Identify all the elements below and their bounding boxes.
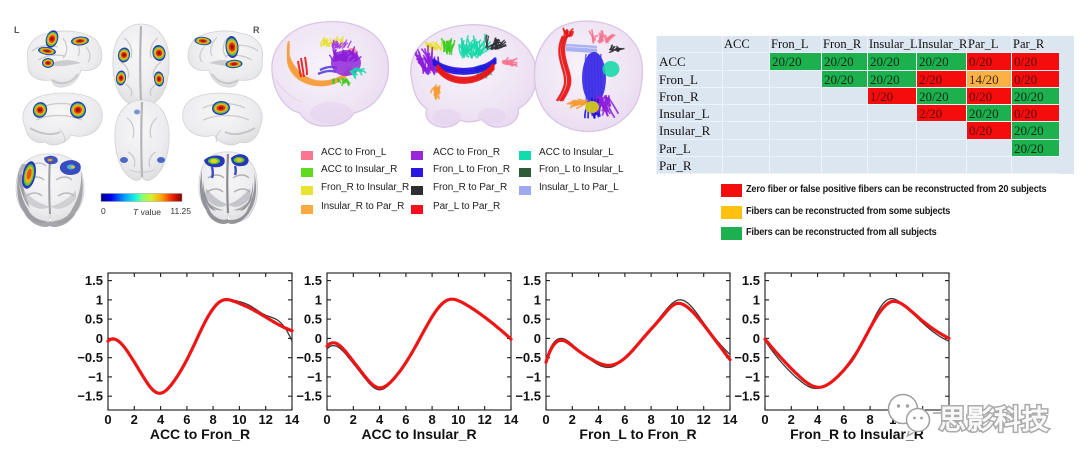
- svg-text:0: 0: [534, 331, 541, 346]
- svg-text:6: 6: [183, 412, 190, 427]
- svg-text:10: 10: [232, 412, 246, 427]
- svg-text:Fron_R to Insular_R: Fron_R to Insular_R: [790, 426, 924, 442]
- svg-text:12: 12: [477, 412, 491, 427]
- svg-text:4: 4: [595, 412, 603, 427]
- svg-text:−1.5: −1.5: [77, 389, 103, 404]
- svg-text:−1.5: −1.5: [296, 389, 322, 404]
- svg-text:6: 6: [402, 412, 409, 427]
- svg-text:4: 4: [376, 412, 384, 427]
- svg-text:8: 8: [866, 412, 873, 427]
- svg-text:−1.5: −1.5: [734, 389, 760, 404]
- svg-text:0: 0: [753, 331, 760, 346]
- svg-text:−1: −1: [745, 369, 760, 384]
- svg-text:2: 2: [131, 412, 138, 427]
- svg-text:0: 0: [315, 331, 322, 346]
- svg-text:4: 4: [157, 412, 165, 427]
- svg-text:−1: −1: [88, 369, 103, 384]
- svg-text:14: 14: [285, 412, 300, 427]
- svg-text:0: 0: [542, 412, 549, 427]
- svg-text:0: 0: [96, 331, 103, 346]
- svg-text:0.5: 0.5: [523, 312, 541, 327]
- svg-text:0: 0: [761, 412, 768, 427]
- svg-text:12: 12: [258, 412, 272, 427]
- svg-text:0: 0: [323, 412, 330, 427]
- svg-text:Fron_L to Fron_R: Fron_L to Fron_R: [579, 426, 696, 442]
- svg-text:8: 8: [428, 412, 435, 427]
- svg-text:11.25: 11.25: [170, 206, 191, 216]
- svg-text:1.5: 1.5: [304, 273, 322, 288]
- svg-text:2: 2: [350, 412, 357, 427]
- svg-text:14: 14: [504, 412, 519, 427]
- svg-text:2: 2: [569, 412, 576, 427]
- svg-text:14: 14: [942, 412, 957, 427]
- svg-text:1: 1: [96, 292, 103, 307]
- svg-text:L: L: [14, 25, 20, 35]
- svg-text:0.5: 0.5: [742, 312, 760, 327]
- svg-text:14: 14: [723, 412, 738, 427]
- svg-text:−1: −1: [526, 369, 541, 384]
- svg-text:0.5: 0.5: [85, 312, 103, 327]
- svg-text:−0.5: −0.5: [515, 350, 541, 365]
- svg-text:T value: T value: [133, 207, 161, 217]
- svg-text:1.5: 1.5: [85, 273, 103, 288]
- svg-text:−0.5: −0.5: [734, 350, 760, 365]
- svg-text:R: R: [253, 25, 260, 35]
- svg-text:6: 6: [840, 412, 847, 427]
- svg-text:0: 0: [101, 206, 106, 216]
- svg-text:6: 6: [621, 412, 628, 427]
- svg-text:0: 0: [104, 412, 111, 427]
- svg-text:1.5: 1.5: [742, 273, 760, 288]
- svg-text:8: 8: [209, 412, 216, 427]
- svg-text:10: 10: [670, 412, 684, 427]
- svg-text:2: 2: [788, 412, 795, 427]
- svg-text:0.5: 0.5: [304, 312, 322, 327]
- svg-text:ACC to Fron_R: ACC to Fron_R: [150, 426, 250, 442]
- svg-text:8: 8: [647, 412, 654, 427]
- svg-text:−1: −1: [307, 369, 322, 384]
- svg-text:−0.5: −0.5: [77, 350, 103, 365]
- svg-text:−0.5: −0.5: [296, 350, 322, 365]
- svg-text:1: 1: [534, 292, 541, 307]
- svg-text:−1.5: −1.5: [515, 389, 541, 404]
- svg-text:1: 1: [315, 292, 322, 307]
- svg-text:1: 1: [753, 292, 760, 307]
- svg-text:10: 10: [451, 412, 465, 427]
- svg-text:ACC to Insular_R: ACC to Insular_R: [361, 426, 476, 442]
- svg-text:12: 12: [696, 412, 710, 427]
- svg-text:1.5: 1.5: [523, 273, 541, 288]
- svg-text:4: 4: [814, 412, 822, 427]
